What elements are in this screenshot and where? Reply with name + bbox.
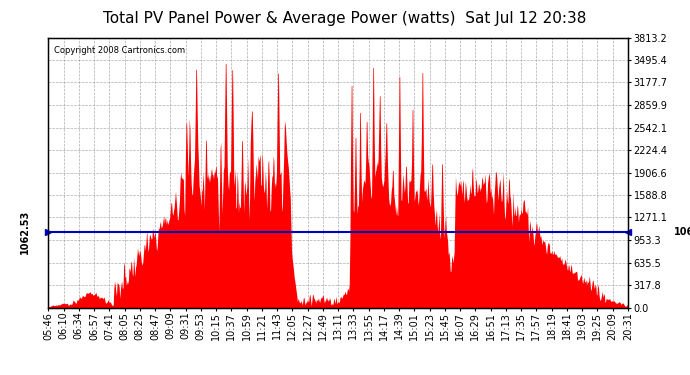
Text: Total PV Panel Power & Average Power (watts)  Sat Jul 12 20:38: Total PV Panel Power & Average Power (wa… <box>104 11 586 26</box>
Text: Copyright 2008 Cartronics.com: Copyright 2008 Cartronics.com <box>54 46 185 55</box>
Text: 1062.53: 1062.53 <box>674 227 690 237</box>
Text: 1062.53: 1062.53 <box>20 210 30 254</box>
